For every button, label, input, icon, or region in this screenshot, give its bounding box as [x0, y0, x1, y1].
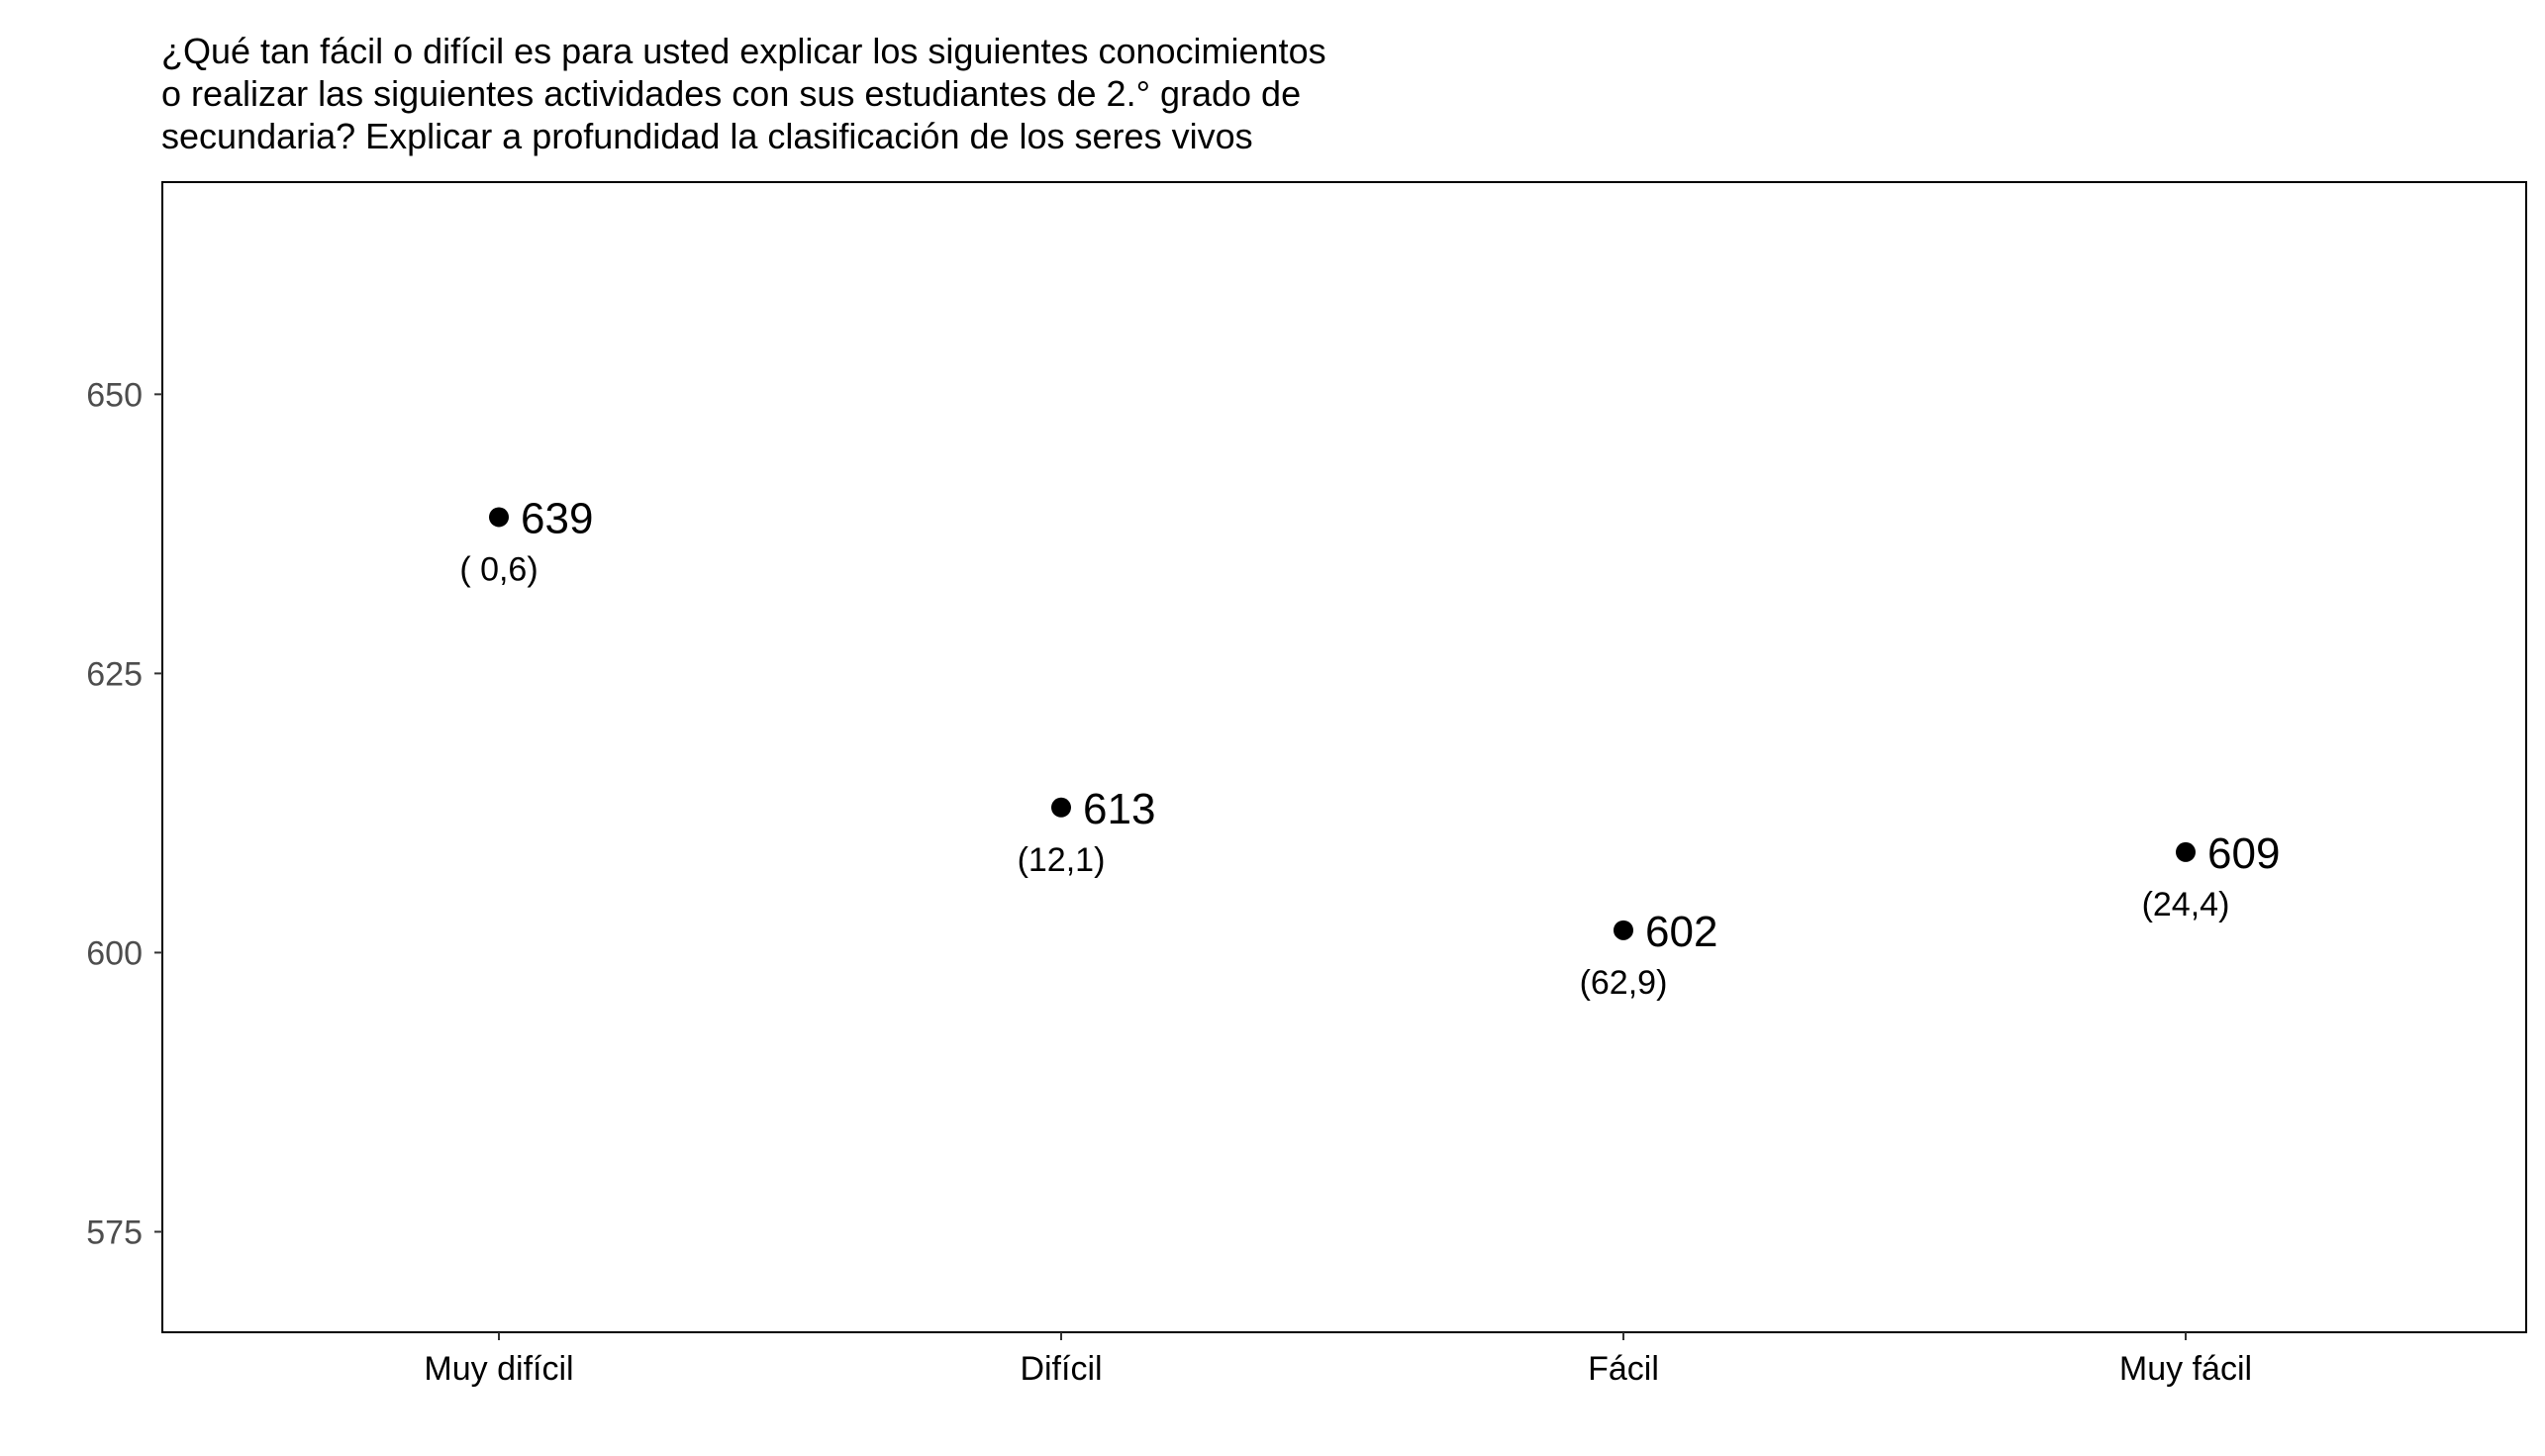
data-value-label: 613 — [1083, 785, 1155, 833]
data-value-label: 609 — [2207, 829, 2280, 878]
data-percent-label: (12,1) — [1018, 841, 1106, 879]
data-point — [1051, 797, 1071, 818]
y-tick-label: 650 — [86, 376, 143, 414]
y-tick-label: 625 — [86, 655, 143, 693]
chart-title: ¿Qué tan fácil o difícil es para usted e… — [161, 30, 1646, 157]
x-tick-label: Fácil — [1588, 1350, 1659, 1388]
data-value-label: 639 — [521, 494, 593, 542]
data-percent-label: (62,9) — [1580, 964, 1668, 1002]
plot-layer: 575 600 625 650 Muy difícil Difícil Fácil Muy f… — [86, 181, 2527, 1388]
data-point — [489, 507, 509, 528]
x-tick-label: Muy fácil — [2119, 1350, 2252, 1388]
chart-title-line-1: ¿Qué tan fácil o difícil es para usted e… — [161, 31, 1326, 71]
x-tick-label: Muy difícil — [424, 1350, 573, 1388]
x-tick-label: Difícil — [1020, 1350, 1102, 1388]
data-percent-label: (24,4) — [2142, 886, 2230, 923]
y-tick-label: 575 — [86, 1213, 143, 1251]
plot-frame — [161, 181, 2527, 1333]
chart-title-line-3: secundaria? Explicar a profundidad la cl… — [161, 116, 1253, 156]
data-point — [1614, 920, 1633, 940]
data-point — [2176, 841, 2196, 862]
y-tick-label: 600 — [86, 934, 143, 972]
data-percent-label: ( 0,6) — [459, 550, 538, 588]
chart-title-line-2: o realizar las siguientes actividades co… — [161, 73, 1302, 114]
data-value-label: 602 — [1645, 908, 1717, 956]
